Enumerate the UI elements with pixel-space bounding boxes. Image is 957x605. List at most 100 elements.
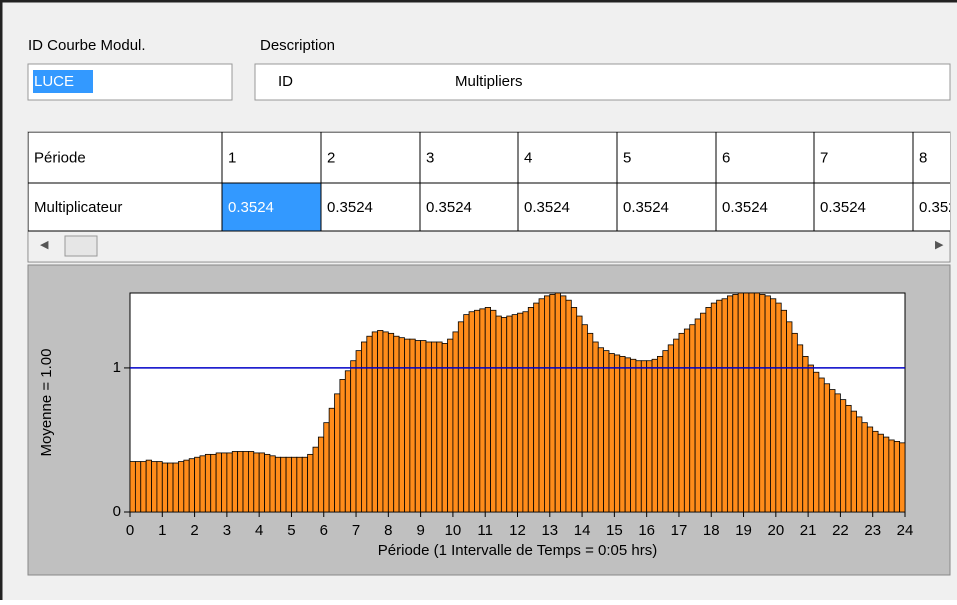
- bar: [253, 452, 260, 513]
- bar: [237, 451, 244, 513]
- y-tick-label: 0: [113, 503, 121, 520]
- bar: [899, 442, 906, 513]
- bar: [608, 353, 615, 513]
- bar: [710, 302, 718, 513]
- bar: [683, 328, 691, 513]
- bar: [581, 324, 588, 513]
- table-cell: [912, 182, 950, 232]
- x-tick-label: 8: [384, 522, 392, 539]
- bar: [651, 358, 658, 513]
- bar: [818, 377, 825, 513]
- description-input[interactable]: [254, 63, 951, 101]
- bar: [291, 456, 298, 513]
- bar: [178, 461, 185, 513]
- bar: [570, 307, 578, 513]
- bar: [840, 399, 847, 513]
- table-cell: [912, 132, 950, 184]
- cell-text: 8: [919, 149, 927, 166]
- bar: [861, 422, 868, 513]
- bar: [705, 307, 712, 513]
- x-tick-label: 21: [800, 522, 817, 539]
- bar: [441, 343, 448, 513]
- bar: [414, 340, 422, 513]
- bar: [748, 292, 755, 513]
- bar: [371, 331, 378, 513]
- bar: [667, 344, 674, 513]
- scroll-thumb[interactable]: [64, 235, 98, 257]
- bar: [457, 321, 465, 513]
- bar: [888, 439, 895, 513]
- bar: [544, 295, 551, 513]
- x-tick-label: 3: [223, 522, 231, 539]
- bar: [877, 433, 884, 513]
- table-cell: [419, 132, 519, 184]
- bar: [527, 307, 535, 513]
- cell-text: Période: [34, 149, 86, 166]
- bar: [646, 360, 653, 513]
- cell-text: 5: [623, 149, 631, 166]
- bar: [274, 456, 282, 513]
- scrollbar[interactable]: [29, 231, 949, 261]
- x-axis-label: Période (1 Intervalle de Temps = 0:05 hr…: [378, 542, 657, 559]
- scroll-right[interactable]: ▶: [935, 239, 944, 251]
- cell-text: 0.3524: [228, 199, 274, 216]
- bar: [721, 298, 728, 513]
- cell-text: 0.3524: [524, 199, 570, 216]
- bar: [307, 453, 314, 513]
- bar: [231, 451, 239, 513]
- cell-text: 4: [524, 149, 532, 166]
- bar: [355, 350, 362, 513]
- bar: [560, 295, 567, 513]
- bar: [156, 461, 163, 513]
- bar: [506, 315, 513, 513]
- bar: [845, 404, 852, 513]
- x-tick-label: 17: [671, 522, 688, 539]
- table-cell: [419, 182, 519, 232]
- table-cell: [517, 132, 618, 184]
- bar: [221, 452, 228, 513]
- bar: [700, 312, 707, 513]
- bar: [726, 295, 734, 513]
- bar: [387, 332, 395, 513]
- bar: [366, 335, 373, 513]
- x-tick-label: 1: [158, 522, 166, 539]
- x-tick-label: 14: [574, 522, 591, 539]
- bar: [301, 456, 309, 513]
- x-tick-label: 5: [287, 522, 295, 539]
- bar: [517, 312, 524, 513]
- table-cell: [320, 182, 421, 232]
- cell-text: 0.3524: [722, 199, 768, 216]
- bar: [813, 371, 820, 513]
- table-cell: [616, 182, 717, 232]
- table-cell: [221, 182, 322, 232]
- scroll-left[interactable]: ◀: [40, 239, 49, 251]
- x-tick-label: 15: [606, 522, 623, 539]
- bar: [447, 338, 454, 513]
- bar: [856, 416, 863, 513]
- cell-text: Multiplicateur: [34, 199, 122, 216]
- y-axis-label: Moyenne = 1.00: [38, 349, 55, 457]
- table-cell: [715, 132, 815, 184]
- bar: [258, 452, 265, 513]
- bar: [409, 338, 416, 513]
- x-tick-label: 19: [735, 522, 752, 539]
- bar: [382, 331, 389, 513]
- bar: [484, 307, 491, 513]
- bar: [624, 357, 631, 513]
- bar: [619, 355, 626, 513]
- bar: [242, 451, 249, 513]
- x-tick-label: 22: [832, 522, 849, 539]
- bar: [850, 410, 857, 513]
- bar: [565, 299, 572, 513]
- bar: [657, 355, 664, 513]
- bar: [285, 456, 292, 513]
- bar: [204, 453, 212, 513]
- cell-text: 1: [228, 149, 236, 166]
- bar: [328, 407, 335, 513]
- bar: [172, 462, 179, 513]
- bar: [866, 426, 874, 513]
- bar: [549, 294, 556, 513]
- bar: [269, 455, 276, 513]
- description-value: Multipliers: [455, 73, 523, 90]
- bar: [775, 302, 782, 513]
